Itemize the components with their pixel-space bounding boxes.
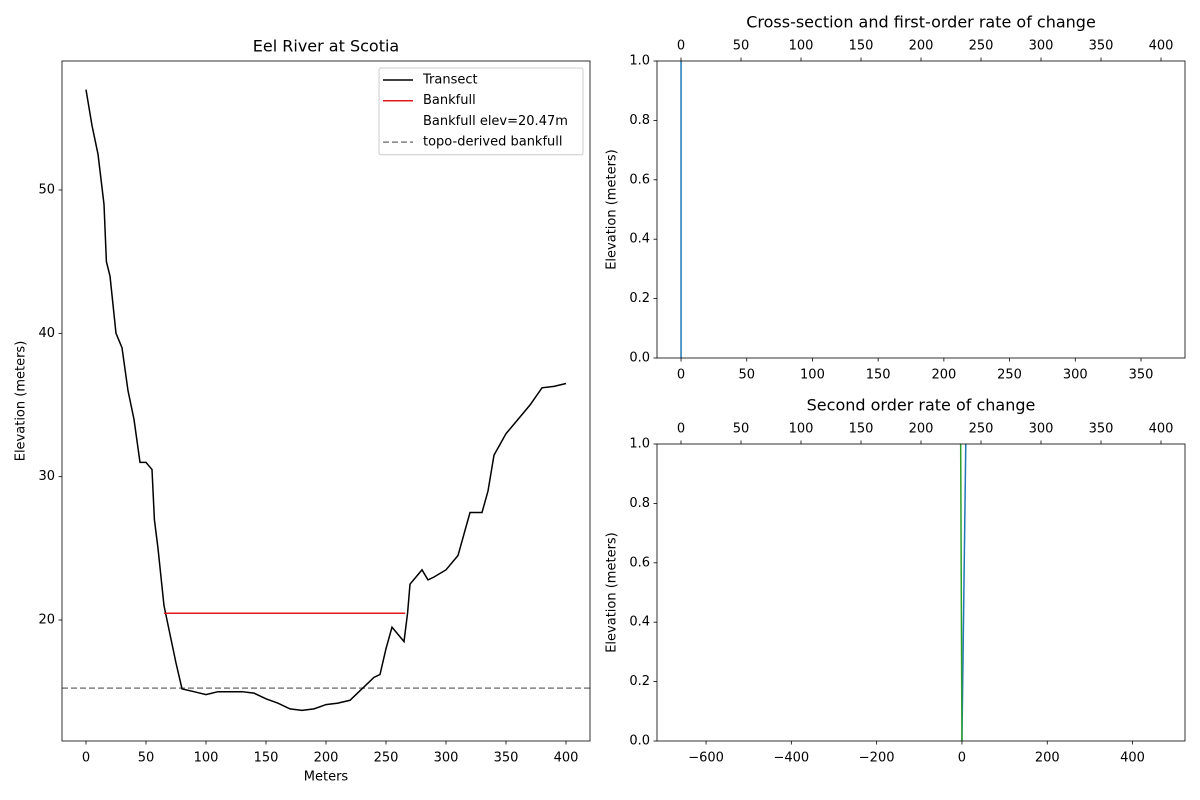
- x-tick-label: 300: [434, 751, 459, 766]
- y-tick-label: 0.2: [629, 674, 650, 689]
- chart-title: Second order rate of change: [807, 396, 1036, 415]
- x2-tick-label: 350: [1089, 39, 1114, 54]
- x2-tick-label: 150: [849, 422, 874, 437]
- legend-label: Bankfull elev=20.47m: [423, 114, 568, 129]
- x2-tick-label: 100: [789, 422, 814, 437]
- legend-label: topo-derived bankfull: [423, 135, 563, 150]
- series-line: [959, 444, 963, 741]
- y-axis-label: Elevation (meters): [14, 341, 29, 462]
- x2-tick-label: 50: [733, 39, 750, 54]
- x-tick-label: 400: [554, 751, 579, 766]
- y-axis-label: Elevation (meters): [605, 149, 620, 270]
- x-tick-label: −200: [859, 751, 895, 766]
- x-tick-label: 50: [738, 368, 755, 383]
- x-tick-label: 150: [254, 751, 279, 766]
- x2-tick-label: 100: [789, 39, 814, 54]
- plot-area: [62, 89, 590, 712]
- plot-area: [959, 444, 967, 741]
- x-tick-label: 150: [866, 368, 891, 383]
- x-tick-label: 250: [374, 751, 399, 766]
- x2-tick-label: 150: [849, 39, 874, 54]
- x-tick-label: 0: [958, 751, 966, 766]
- x-axis-label: Meters: [304, 770, 349, 785]
- chart-title: Cross-section and first-order rate of ch…: [746, 13, 1096, 32]
- axes-frame: [656, 443, 1186, 742]
- x-tick-label: 200: [931, 368, 956, 383]
- x2-tick-label: 400: [1149, 39, 1174, 54]
- axes-frame: [61, 60, 591, 742]
- y-tick-label: 20: [38, 613, 55, 628]
- x-tick-label: 350: [494, 751, 519, 766]
- x-tick-label: 100: [194, 751, 219, 766]
- x2-tick-label: 0: [677, 422, 685, 437]
- legend-label: Bankfull: [423, 93, 476, 108]
- y-tick-label: 30: [38, 469, 55, 484]
- y-axis-label: Elevation (meters): [605, 532, 620, 653]
- x-tick-label: 200: [1035, 751, 1060, 766]
- y-tick-label: 0.8: [629, 496, 650, 511]
- x-tick-label: −600: [688, 751, 724, 766]
- y-tick-label: 0.0: [629, 351, 650, 366]
- y-tick-label: 0.6: [629, 555, 650, 570]
- y-tick-label: 1.0: [629, 54, 650, 69]
- x2-tick-label: 250: [969, 39, 994, 54]
- x-tick-label: −400: [773, 751, 809, 766]
- x2-tick-label: 200: [909, 422, 934, 437]
- series-line: [961, 444, 967, 741]
- x2-tick-label: 350: [1089, 422, 1114, 437]
- x2-tick-label: 300: [1029, 422, 1054, 437]
- y-tick-label: 0.2: [629, 291, 650, 306]
- y-tick-label: 1.0: [629, 437, 650, 452]
- legend-box: [378, 67, 584, 156]
- x-tick-label: 0: [82, 751, 90, 766]
- x2-tick-label: 50: [733, 422, 750, 437]
- y-tick-label: 0.4: [629, 232, 650, 247]
- x-tick-label: 300: [1063, 368, 1088, 383]
- x2-tick-label: 300: [1029, 39, 1054, 54]
- x-tick-label: 400: [1120, 751, 1145, 766]
- y-tick-label: 0.4: [629, 615, 650, 630]
- x2-tick-label: 200: [909, 39, 934, 54]
- y-tick-label: 0.0: [629, 734, 650, 749]
- y-tick-label: 40: [38, 326, 55, 341]
- y-tick-label: 0.6: [629, 172, 650, 187]
- x-tick-label: 100: [800, 368, 825, 383]
- x2-tick-label: 0: [677, 39, 685, 54]
- x2-tick-label: 250: [969, 422, 994, 437]
- x-tick-label: 200: [314, 751, 339, 766]
- legend-label: Transect: [422, 73, 478, 88]
- axes-frame: [656, 60, 1186, 359]
- x-tick-label: 50: [138, 751, 155, 766]
- x-tick-label: 350: [1129, 368, 1154, 383]
- x-tick-label: 250: [997, 368, 1022, 383]
- y-tick-label: 50: [38, 183, 55, 198]
- x-tick-label: 0: [677, 368, 685, 383]
- y-tick-label: 0.8: [629, 113, 650, 128]
- series-line: [85, 89, 567, 712]
- x2-tick-label: 400: [1149, 422, 1174, 437]
- chart-title: Eel River at Scotia: [253, 37, 399, 56]
